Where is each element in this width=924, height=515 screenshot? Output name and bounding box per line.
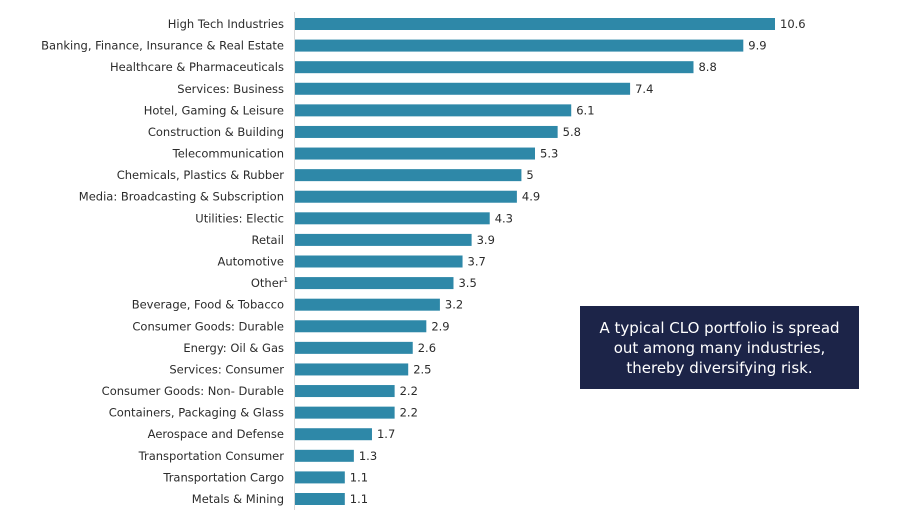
- bar: [295, 385, 395, 398]
- value-label: 2.2: [400, 406, 418, 420]
- bar: [295, 82, 631, 95]
- bar: [295, 233, 472, 246]
- category-label: Services: Consumer: [169, 362, 284, 376]
- bar: [295, 363, 409, 376]
- bar: [295, 39, 744, 52]
- category-label: Containers, Packaging & Glass: [109, 406, 284, 420]
- value-label: 2.2: [400, 384, 418, 398]
- category-label: Beverage, Food & Tobacco: [132, 298, 284, 312]
- bar: [295, 298, 440, 311]
- value-label: 5.8: [563, 125, 581, 139]
- category-label: Aerospace and Defense: [148, 427, 284, 441]
- category-label: Automotive: [217, 255, 284, 269]
- category-label: Healthcare & Pharmaceuticals: [110, 60, 284, 74]
- category-label: Energy: Oil & Gas: [183, 341, 284, 355]
- bar: [295, 277, 454, 290]
- value-label: 1.3: [359, 449, 377, 463]
- bar: [295, 320, 427, 333]
- value-label: 2.9: [431, 319, 449, 333]
- value-label: 5: [526, 168, 533, 182]
- footnote-marker: 1: [284, 276, 288, 284]
- category-label: Chemicals, Plastics & Rubber: [117, 168, 285, 182]
- bar: [295, 190, 517, 203]
- category-label: Telecommunication: [172, 147, 284, 161]
- bar: [295, 449, 354, 462]
- value-label: 1.1: [350, 492, 368, 506]
- category-label: High Tech Industries: [168, 17, 284, 31]
- value-label: 10.6: [780, 17, 806, 31]
- value-label: 9.9: [748, 39, 766, 53]
- bar: [295, 428, 372, 441]
- value-label: 3.2: [445, 298, 463, 312]
- category-label: Media: Broadcasting & Subscription: [79, 190, 284, 204]
- value-label: 1.1: [350, 470, 368, 484]
- callout-text: A typical CLO portfolio is spread out am…: [599, 318, 840, 377]
- bar: [295, 406, 395, 419]
- value-label: 4.9: [522, 190, 540, 204]
- bar: [295, 471, 345, 484]
- category-label: Other1: [251, 276, 288, 290]
- bar: [295, 212, 490, 225]
- callout-box: A typical CLO portfolio is spread out am…: [580, 306, 859, 389]
- bar: [295, 104, 572, 117]
- category-label: Banking, Finance, Insurance & Real Estat…: [41, 39, 284, 53]
- value-label: 4.3: [495, 211, 513, 225]
- bar: [295, 125, 558, 138]
- category-label: Services: Business: [177, 82, 284, 96]
- value-label: 6.1: [576, 103, 594, 117]
- category-label: Retail: [252, 233, 285, 247]
- value-label: 2.6: [418, 341, 436, 355]
- category-label: Transportation Consumer: [138, 449, 285, 463]
- bar: [295, 18, 775, 30]
- category-label: Consumer Goods: Non- Durable: [102, 384, 284, 398]
- category-label: Utilities: Electic: [195, 211, 284, 225]
- value-label: 3.7: [468, 255, 486, 269]
- value-label: 3.9: [477, 233, 495, 247]
- category-label: Construction & Building: [148, 125, 284, 139]
- bar: [295, 169, 522, 182]
- value-label: 7.4: [635, 82, 653, 96]
- bar: [295, 61, 694, 74]
- value-label: 8.8: [698, 60, 716, 74]
- value-label: 5.3: [540, 147, 558, 161]
- category-label: Transportation Cargo: [162, 470, 284, 484]
- bar: [295, 493, 345, 505]
- bar: [295, 147, 535, 160]
- bar: [295, 341, 413, 354]
- category-label: Consumer Goods: Durable: [132, 319, 284, 333]
- value-label: 2.5: [413, 362, 431, 376]
- category-label: Hotel, Gaming & Leisure: [144, 103, 284, 117]
- value-label: 3.5: [458, 276, 476, 290]
- category-label: Metals & Mining: [192, 492, 284, 506]
- value-label: 1.7: [377, 427, 395, 441]
- bar: [295, 255, 463, 268]
